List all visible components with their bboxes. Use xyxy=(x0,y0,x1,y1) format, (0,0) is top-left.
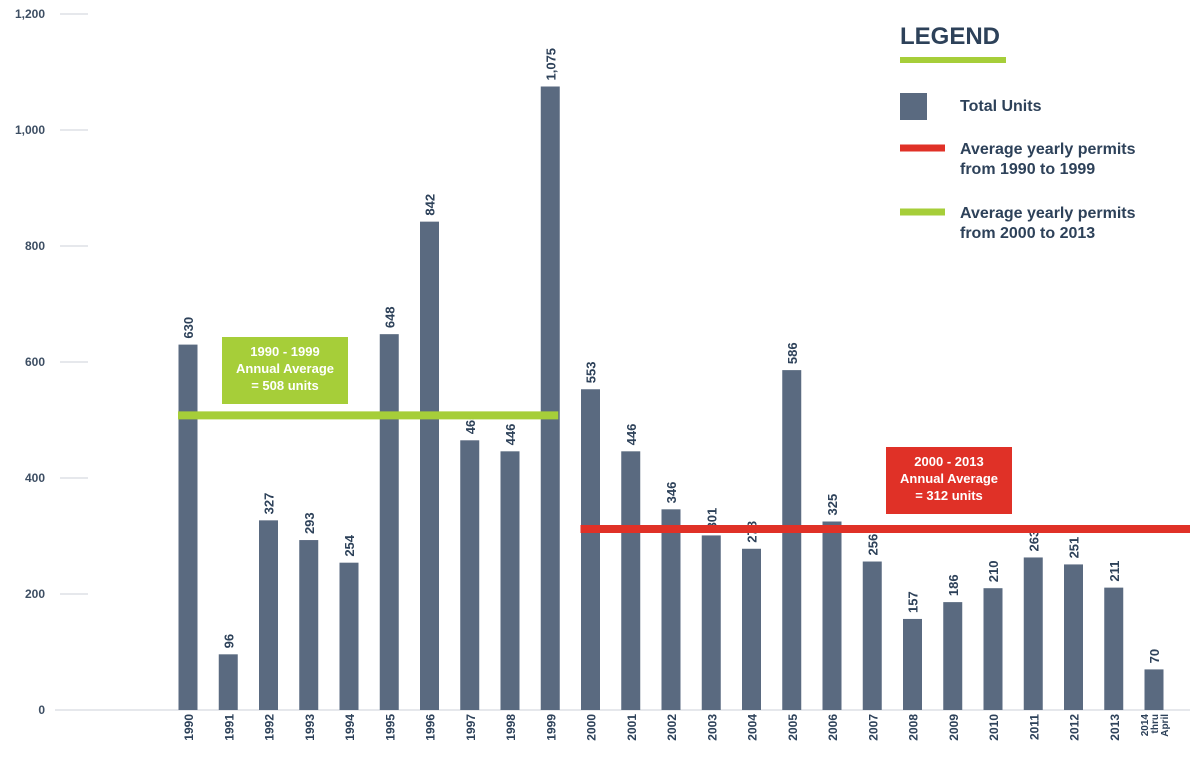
bar xyxy=(259,520,278,710)
legend-label: Average yearly permits xyxy=(960,205,1136,222)
legend-title: LEGEND xyxy=(900,23,1000,50)
annotation-text: Annual Average xyxy=(236,361,334,376)
value-label: 157 xyxy=(906,591,921,613)
x-tick-label: 2014thruApril xyxy=(1140,714,1171,737)
x-tick-label: 1998 xyxy=(504,714,518,741)
bar xyxy=(822,521,842,710)
x-tick-label: 2009 xyxy=(947,714,961,741)
x-tick-label: 1997 xyxy=(464,714,478,741)
bar xyxy=(742,548,761,710)
bar xyxy=(701,535,721,710)
bar xyxy=(1104,587,1124,710)
y-tick-label: 0 xyxy=(38,703,45,717)
bar xyxy=(379,334,399,710)
value-label: 96 xyxy=(221,634,236,648)
bar xyxy=(339,562,359,710)
annotation-text: Annual Average xyxy=(900,471,998,486)
bar xyxy=(1144,669,1164,710)
x-tick-label: 1994 xyxy=(343,714,357,741)
value-label: 211 xyxy=(1107,561,1122,582)
bar xyxy=(983,588,1003,710)
value-label: 842 xyxy=(423,194,438,216)
x-tick-label: 1991 xyxy=(222,714,236,741)
value-label: 301 xyxy=(704,508,719,530)
value-label: 630 xyxy=(181,317,196,339)
x-tick-label: 2003 xyxy=(705,714,719,741)
annotation-box xyxy=(222,337,348,404)
bar xyxy=(299,540,319,710)
legend-label: from 1990 to 1999 xyxy=(960,161,1095,178)
x-tick-label: 1996 xyxy=(424,714,438,741)
x-tick-label: 1993 xyxy=(303,714,317,741)
x-tick-label: 1990 xyxy=(182,714,196,741)
y-tick-label: 800 xyxy=(25,239,45,253)
value-label: 1,075 xyxy=(543,48,558,81)
bar xyxy=(903,618,922,710)
bar xyxy=(500,451,520,710)
annotation-text: 1990 - 1999 xyxy=(250,344,319,359)
x-tick-label: 2010 xyxy=(987,714,1001,741)
bar xyxy=(420,221,439,710)
value-label: 325 xyxy=(825,494,840,516)
bar xyxy=(862,561,882,710)
y-tick-label: 1,000 xyxy=(15,123,45,137)
bar xyxy=(782,370,802,710)
y-tick-label: 200 xyxy=(25,587,45,601)
legend-label: Average yearly permits xyxy=(960,141,1136,158)
x-tick-label: 2012 xyxy=(1068,714,1082,741)
y-tick-label: 1,200 xyxy=(15,7,45,21)
value-label: 186 xyxy=(946,574,961,596)
value-label: 446 xyxy=(624,424,639,446)
value-label: 327 xyxy=(262,493,277,515)
bar xyxy=(943,602,963,710)
annotation-text: 2000 - 2013 xyxy=(914,454,983,469)
value-label: 648 xyxy=(382,306,397,328)
annotation-text: = 312 units xyxy=(915,488,983,503)
value-label: 553 xyxy=(584,362,599,384)
value-label: 254 xyxy=(342,534,357,556)
x-tick-label: 2008 xyxy=(907,714,921,741)
value-label: 210 xyxy=(986,560,1001,582)
bar xyxy=(460,440,480,710)
value-label: 263 xyxy=(1026,530,1041,552)
x-tick-label: 2005 xyxy=(786,714,800,741)
x-tick-label: 2002 xyxy=(665,714,679,741)
x-tick-label: 2004 xyxy=(746,714,760,741)
value-label: 251 xyxy=(1067,537,1082,559)
legend-label: from 2000 to 2013 xyxy=(960,225,1095,242)
x-tick-label: 2001 xyxy=(625,714,639,741)
value-label: 293 xyxy=(302,512,317,534)
x-tick-label: 2000 xyxy=(585,714,599,741)
bar xyxy=(661,509,681,710)
x-tick-label: 2013 xyxy=(1108,714,1122,741)
x-tick-label: 2006 xyxy=(826,714,840,741)
annotation-box xyxy=(886,447,1012,514)
bar xyxy=(178,344,198,710)
value-label: 70 xyxy=(1147,649,1162,663)
x-tick-label: 1999 xyxy=(544,714,558,741)
annotation-text: = 508 units xyxy=(251,378,319,393)
bar xyxy=(621,451,641,710)
bar xyxy=(540,86,560,710)
bar xyxy=(1064,564,1083,710)
x-tick-label: 1995 xyxy=(383,714,397,741)
y-tick-label: 600 xyxy=(25,355,45,369)
x-tick-label: 1992 xyxy=(263,714,277,741)
bar xyxy=(1023,557,1043,710)
bar xyxy=(218,654,238,710)
x-tick-label: 2007 xyxy=(866,714,880,741)
legend-swatch xyxy=(900,93,927,120)
value-label: 446 xyxy=(503,424,518,446)
legend-label: Total Units xyxy=(960,98,1042,115)
bar xyxy=(581,389,600,710)
x-tick-label: 2011 xyxy=(1027,714,1041,740)
y-tick-label: 400 xyxy=(25,471,45,485)
value-label: 256 xyxy=(865,534,880,556)
value-label: 346 xyxy=(664,482,679,504)
value-label: 586 xyxy=(785,342,800,364)
